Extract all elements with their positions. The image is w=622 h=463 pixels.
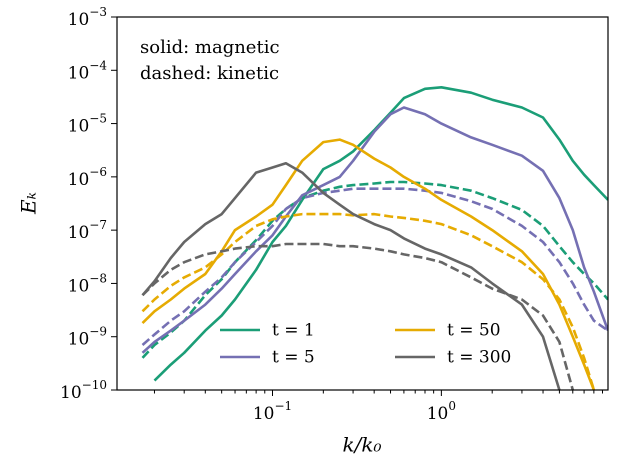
y-tick-label: 10−9 [68,324,107,349]
x-tick-label: 10−1 [253,399,292,424]
y-tick-label: 10−6 [68,164,107,189]
axes-frame [116,16,609,391]
magnetic-line [153,86,608,382]
legend-label: t = 300 [447,348,511,368]
magnetic-line [141,162,561,390]
legend-label: t = 1 [272,321,315,341]
y-tick-label: 10−3 [68,5,107,30]
legend-label: t = 5 [272,348,315,368]
kinetic-line [141,187,608,346]
y-tick-label: 10−7 [68,218,107,243]
legend-label: t = 50 [447,321,501,341]
x-tick-label: 100 [427,399,456,424]
y-tick-label: 10−5 [68,111,107,136]
kinetic-line [141,242,575,390]
y-tick-label: 10−8 [68,271,107,296]
y-tick-label: 10−10 [60,378,107,403]
magnetic-line [141,138,596,390]
annotation: dashed: kinetic [140,63,279,84]
annotation: solid: magnetic [140,37,280,58]
y-axis-label: Eₖ [17,192,41,215]
x-axis-label: k/k₀ [343,433,382,457]
plot-area [141,86,608,390]
y-tick-label: 10−4 [68,58,108,83]
magnetic-line [141,106,608,354]
kinetic-line [141,180,608,359]
